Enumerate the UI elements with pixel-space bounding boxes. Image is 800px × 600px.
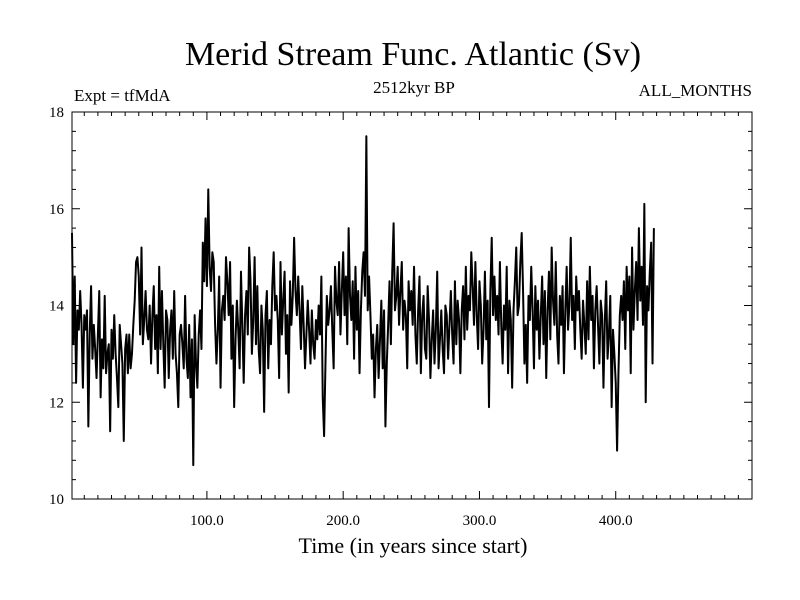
plot-frame (71, 111, 753, 500)
x-tick-label: 200.0 (326, 513, 360, 529)
x-axis-label: Time (in years since start) (299, 533, 528, 558)
experiment-label: Expt = tfMdA (74, 86, 171, 105)
chart-title: Merid Stream Func. Atlantic (Sv) (185, 36, 641, 73)
y-tick-label: 16 (49, 202, 65, 218)
y-tick-label: 10 (49, 492, 64, 508)
x-tick-label: 300.0 (463, 513, 497, 529)
period-label: 2512kyr BP (373, 78, 455, 97)
x-tick-label: 100.0 (190, 513, 224, 529)
months-label: ALL_MONTHS (639, 81, 752, 100)
y-tick-label: 14 (49, 299, 65, 315)
series-line (71, 135, 655, 467)
x-axis: 100.0 200.0 300.0 400.0 (83, 112, 739, 529)
y-tick-label: 18 (49, 105, 64, 121)
x-tick-label: 400.0 (599, 513, 633, 529)
y-tick-label: 12 (49, 395, 64, 411)
y-axis: 10 12 14 16 18 (49, 105, 752, 508)
